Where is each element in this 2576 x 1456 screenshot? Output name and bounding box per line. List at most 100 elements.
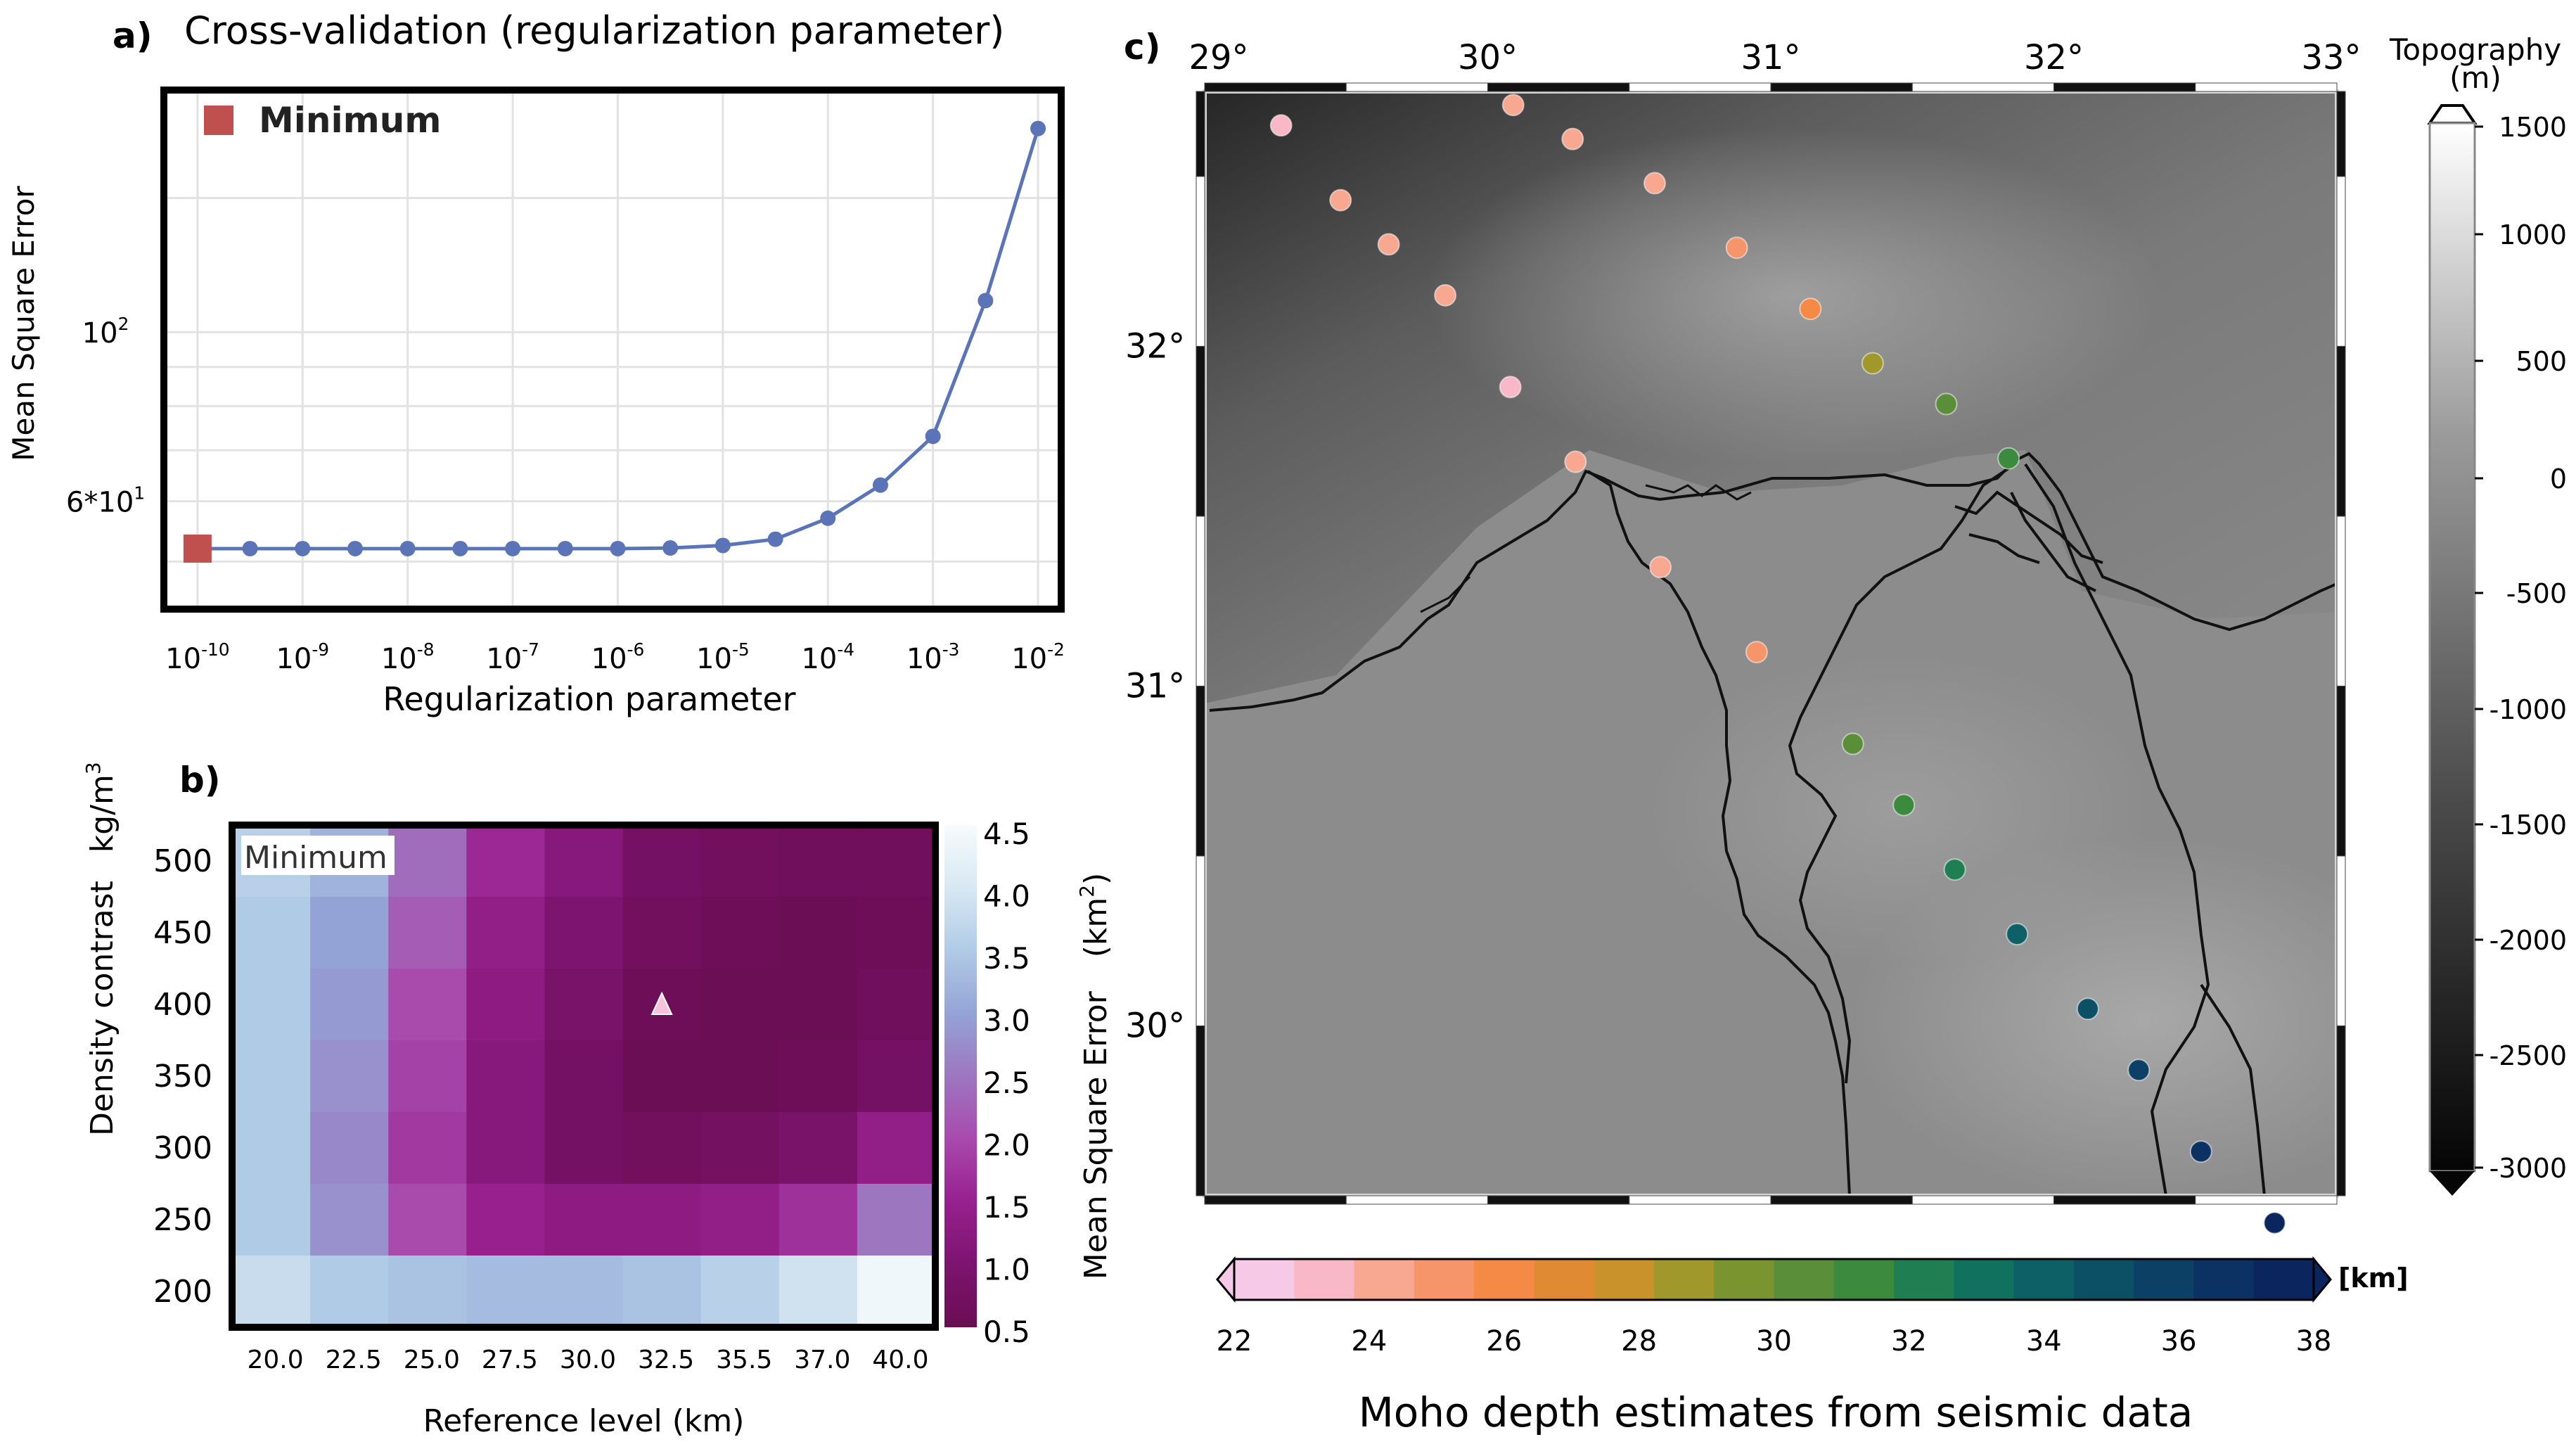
moho-station [1643,172,1666,195]
mse-point [452,540,468,556]
topography-tick: -2000 [2490,925,2567,956]
depth-color-swatch [1714,1259,1775,1300]
mse-colorbar-label: Mean Square Error [1078,990,1114,1279]
heatmap-x-tick: 20.0 [247,1346,303,1374]
heatmap-y-tick: 250 [153,1202,212,1238]
border-seg-top [1204,82,1347,92]
moho-station [1269,114,1293,137]
y-axis-label-b-unit-exp: 3 [82,762,105,774]
depth-colorbar-left-cap [1216,1256,1236,1303]
topography-tick: 0 [2550,464,2567,494]
heatmap-cell [466,1256,546,1328]
heatmap-cell [857,897,936,969]
depth-colorbar-ticks: 22 24 26 28 30 32 34 36 38 [1217,1325,2332,1358]
depth-tick: 36 [2161,1325,2197,1358]
heatmap-cell [310,1184,389,1256]
heatmap-cells [232,825,936,1328]
map-checker-border [1196,82,2346,1205]
heatmap-cell [232,1184,311,1256]
y-axis-label-b-unit: kg/m [84,774,120,852]
legend-minimum-swatch [204,106,233,135]
heatmap-cell [466,1112,546,1184]
x-axis-label-b: Reference level (km) [423,1403,745,1439]
heatmap-x-tick: 35.5 [716,1346,772,1374]
topography-tick: -1500 [2490,810,2567,841]
minimum-marker [183,534,212,563]
border-seg-bottom [1487,1195,1630,1205]
heatmap-cell [700,1112,780,1184]
depth-color-swatch [2013,1259,2075,1300]
topography-colorbar [2428,122,2476,1173]
heatmap-cell [622,1112,702,1184]
y-axis-label-b-text: Density contrast kg/m3 [82,762,120,1136]
depth-color-swatch [1774,1259,1835,1300]
mse-point [978,293,994,309]
moho-station [1841,732,1864,755]
heatmap-cell [466,897,546,969]
panel-b-label: b) [179,760,221,800]
depth-color-swatch [2073,1259,2134,1300]
heatmap-cell [544,1184,624,1256]
y-tick-label: 102 [82,314,129,350]
heatmap-cell [310,1256,389,1328]
heatmap-y-tick: 500 [153,843,212,879]
heatmap-cell [857,1112,936,1184]
moho-station [2263,1211,2286,1234]
heatmap-y-tick-labels: 500 450 400 350 300 250 200 [153,843,212,1310]
moho-stations [1269,94,2286,1234]
topography-ticks: 1500 1000 500 0 -500 -1000 -1500 -2000 -2500 -300… [2475,112,2567,1184]
topography-unit: (m) [2449,60,2501,95]
heatmap-minimum-marker [651,991,673,1015]
heatmap-cell [544,1040,624,1113]
x-tick-label: 10-4 [801,639,854,675]
moho-station [2076,997,2099,1021]
latitude-tick: 32° [1125,326,1185,366]
heatmap-cell [778,1040,858,1113]
mse-point [242,540,258,556]
mse-colorbar-tick: 3.0 [983,1004,1030,1038]
coastline [1209,452,2337,712]
heatmap-cell [778,969,858,1041]
heatmap-cell [700,1184,780,1256]
longitude-tick: 31° [1741,38,1800,77]
heatmap-cell [778,825,858,898]
heatmap-y-tick: 300 [153,1130,212,1166]
moho-station [1745,641,1768,664]
heatmap-cell [857,1040,936,1113]
heatmap-cell [544,1112,624,1184]
border-seg-bottom [2053,1195,2196,1205]
border-seg-right [2336,1025,2346,1196]
panel-c-subtitle: Moho depth estimates from seismic data [1359,1388,2193,1436]
heatmap-x-tick-labels: 20.0 22.5 25.0 27.5 30.0 32.5 35.5 37.0 40.0 [247,1346,928,1374]
heatmap-cell [232,897,311,969]
y-axis-label-b: Density contrast kg/m3 [82,762,120,1136]
depth-tick: 28 [1621,1325,1657,1358]
heatmap-x-tick: 22.5 [326,1346,382,1374]
plot-a-grid [164,90,1061,609]
y-axis-label-a: Mean Square Error [6,186,41,461]
heatmap-cell [310,969,389,1041]
x-axis-label-a: Regularization parameter [383,680,795,718]
mse-colorbar-title-text: Mean Square Error (km2) [1075,873,1114,1280]
suez-canal [2024,463,2210,1196]
depth-tick: 24 [1351,1325,1387,1358]
heatmap-cell [388,1040,467,1113]
heatmap-cell [778,1112,858,1184]
border-seg-right [2336,176,2346,347]
mse-points [183,120,1046,563]
heatmap-cell [310,897,389,969]
heatmap-cell [700,969,780,1041]
depth-color-swatch [1594,1259,1655,1300]
border-seg-top [2053,82,2196,92]
depth-tick: 38 [2296,1325,2332,1358]
depth-colorbar-right-cap [2312,1256,2332,1303]
mse-colorbar [944,825,977,1327]
heatmap-y-tick: 450 [153,915,212,951]
heatmap-cell [700,1040,780,1113]
heatmap-cell [544,897,624,969]
heatmap-cell [232,969,311,1041]
moho-station [1434,283,1457,307]
heatmap-cell [544,825,624,898]
x-tick-label: 10-8 [381,639,435,675]
mse-point [872,477,888,493]
